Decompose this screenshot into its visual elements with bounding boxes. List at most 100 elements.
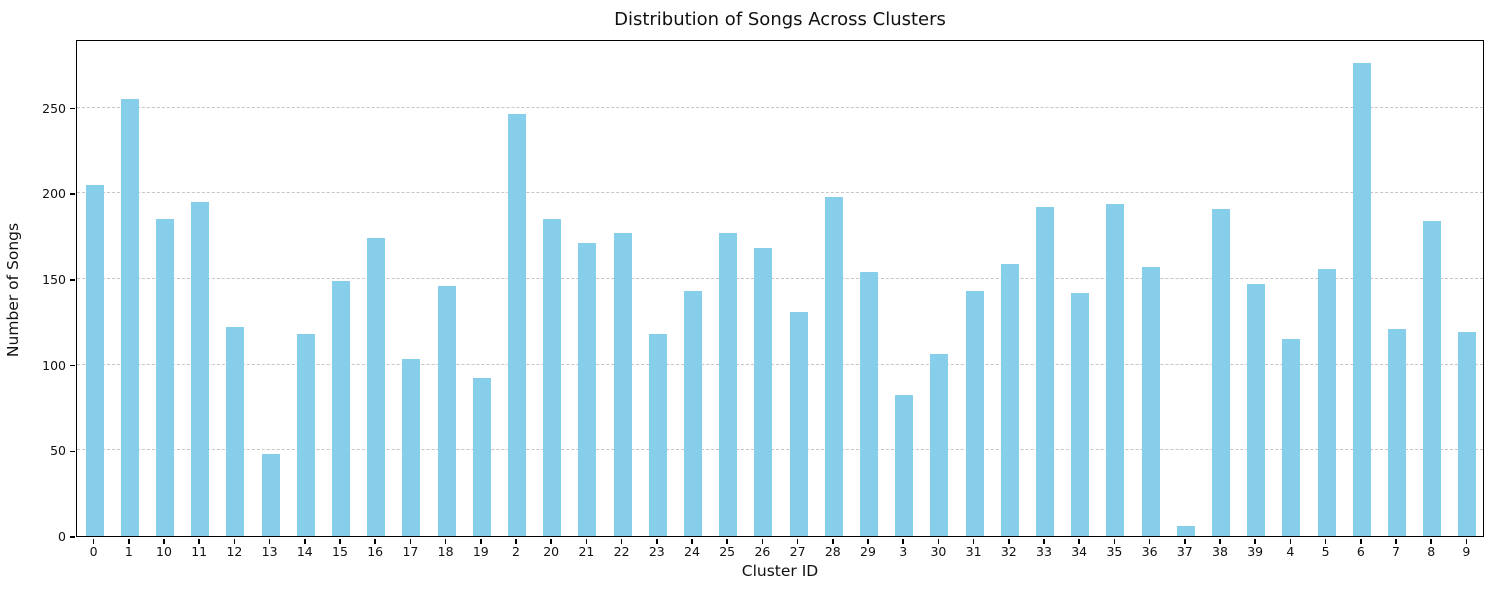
x-tick-mark-9 [1465,538,1468,544]
x-tick-label-21: 21 [578,544,595,559]
x-tick-mark-32 [1008,538,1010,544]
x-tick-mark-29 [867,538,869,544]
x-tick-label-10: 10 [156,544,172,559]
x-tick-label-35: 35 [1106,544,1123,559]
bar-cluster-3 [895,395,914,536]
x-tick-label-5: 5 [1321,544,1330,559]
x-tick-mark-6 [1360,538,1362,544]
x-tick-mark-16 [374,538,376,544]
y-tick-label-0: 0 [58,529,66,544]
bar-cluster-12 [226,326,245,536]
x-tick-mark-34 [1078,538,1080,544]
x-tick-mark-2 [515,538,517,544]
x-tick-mark-12 [233,538,236,544]
x-tick-mark-1 [128,538,130,544]
bar-cluster-25 [719,232,738,536]
y-tick-mark-200 [70,193,75,196]
x-tick-label-36: 36 [1141,544,1158,559]
y-tick-label-150: 150 [42,271,66,287]
x-tick-label-18: 18 [437,544,454,559]
x-tick-label-37: 37 [1176,544,1193,559]
x-tick-label-4: 4 [1286,544,1295,559]
y-tick-label-50: 50 [50,443,66,459]
bar-cluster-13 [261,453,280,536]
bar-cluster-17 [402,359,421,536]
x-tick-mark-26 [761,538,764,544]
x-tick-mark-13 [268,538,271,544]
y-tick-mark-150 [70,279,75,281]
h-gridline-200 [77,192,1483,194]
h-gridline-100 [77,363,1483,365]
x-tick-label-38: 38 [1212,544,1228,559]
bar-cluster-33 [1036,206,1054,536]
x-tick-label-24: 24 [684,544,700,559]
bar-cluster-2 [508,114,526,536]
bar-cluster-35 [1106,203,1125,536]
bar-cluster-34 [1071,292,1090,536]
plot-area [76,40,1484,537]
x-tick-mark-20 [550,538,552,544]
bar-cluster-23 [648,333,667,536]
y-tick-mark-250 [70,107,75,110]
bar-cluster-6 [1352,63,1371,536]
chart-title: Distribution of Songs Across Clusters [614,9,946,30]
x-tick-mark-11 [198,538,200,544]
x-tick-label-11: 11 [191,544,208,559]
bar-cluster-26 [754,248,773,536]
bar-cluster-29 [860,272,878,536]
bar-cluster-7 [1388,328,1406,536]
y-axis-label: Number of Songs [4,222,22,358]
x-tick-label-28: 28 [824,544,841,559]
bar-cluster-24 [684,290,702,536]
x-tick-mark-4 [1289,538,1292,544]
bar-cluster-11 [191,201,210,536]
y-tick-label-200: 200 [42,186,66,202]
x-tick-mark-3 [902,538,904,544]
x-tick-label-2: 2 [512,544,520,559]
y-tick-mark-0 [70,536,75,538]
x-tick-mark-10 [163,538,165,544]
x-tick-label-16: 16 [367,544,384,559]
x-tick-label-9: 9 [1462,544,1471,559]
bar-cluster-19 [472,378,491,536]
plot-inner [77,41,1483,536]
x-tick-label-25: 25 [719,544,736,559]
x-tick-mark-28 [832,538,834,544]
x-tick-mark-8 [1430,538,1432,544]
x-tick-label-6: 6 [1356,544,1365,559]
x-tick-mark-22 [620,538,623,544]
bar-cluster-28 [824,196,843,536]
x-tick-mark-15 [339,538,341,544]
x-tick-label-27: 27 [789,544,806,559]
bar-cluster-21 [578,242,597,536]
h-gridline-250 [77,106,1483,108]
x-tick-mark-38 [1219,538,1221,544]
x-tick-label-32: 32 [1000,544,1017,559]
bar-cluster-4 [1282,338,1301,536]
x-tick-label-31: 31 [965,544,982,559]
x-tick-mark-19 [480,538,482,544]
x-tick-mark-17 [409,538,412,544]
x-tick-mark-31 [972,538,975,544]
bar-cluster-0 [85,184,104,536]
bar-cluster-27 [789,311,808,536]
x-tick-mark-33 [1043,538,1045,544]
bar-cluster-22 [613,232,632,536]
x-axis-label: Cluster ID [741,562,819,580]
bar-cluster-1 [120,98,139,536]
x-tick-label-19: 19 [472,544,489,559]
x-tick-mark-25 [726,538,728,544]
x-tick-label-30: 30 [930,544,947,559]
x-tick-label-8: 8 [1427,544,1436,559]
bar-cluster-31 [965,290,984,536]
x-tick-mark-23 [656,538,658,544]
x-tick-label-12: 12 [226,544,243,559]
bar-cluster-37 [1176,525,1195,536]
x-tick-mark-14 [304,538,306,544]
x-tick-label-26: 26 [754,544,771,559]
bar-cluster-20 [543,218,562,536]
x-tick-mark-0 [92,538,95,544]
y-tick-mark-50 [70,450,75,453]
bar-cluster-16 [367,237,386,536]
